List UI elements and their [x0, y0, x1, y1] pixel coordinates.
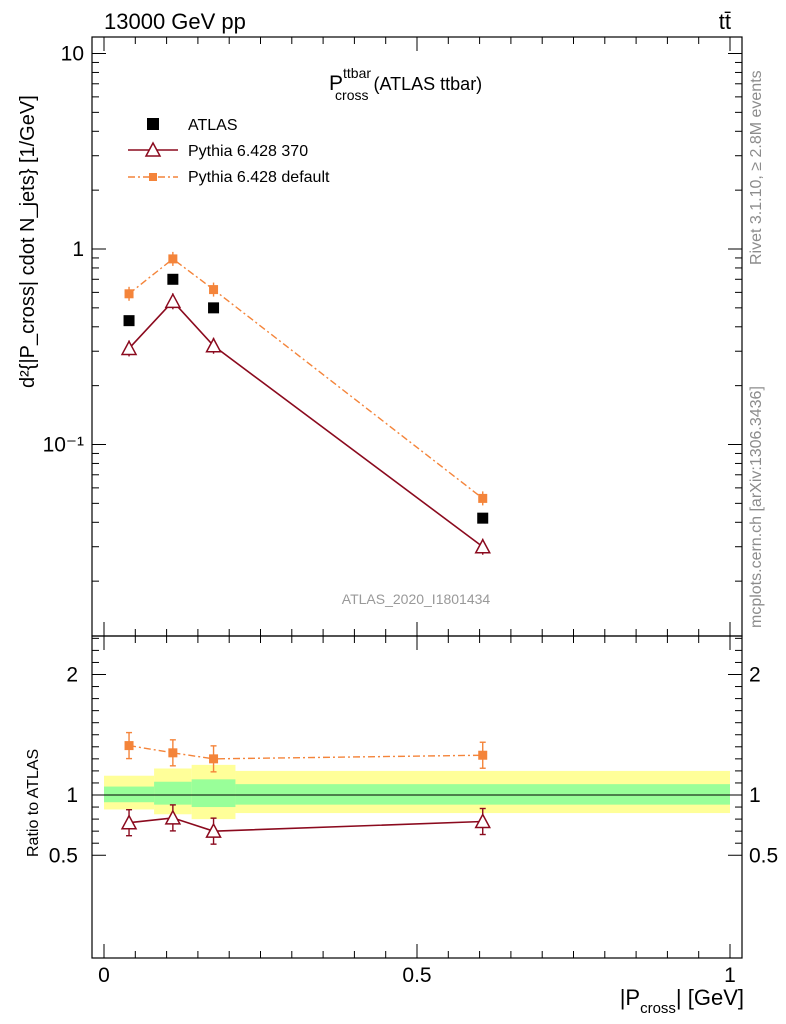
- ratio-plot-marks: [120, 731, 491, 845]
- point-pythia-default: [168, 254, 178, 264]
- x-axis-label-suffix: | [GeV]: [676, 985, 744, 1010]
- point-atlas: [477, 512, 489, 524]
- ratio-band-inner: [235, 784, 730, 805]
- plot-title-main: P: [329, 72, 343, 95]
- ratio-band-inner: [154, 781, 192, 805]
- point-pythia370: [120, 339, 138, 356]
- rivet-label: Rivet 3.1.10, ≥ 2.8M events: [748, 70, 765, 265]
- ratio-point-pythia370: [474, 812, 491, 829]
- ratio-point-pythia-default: [478, 750, 488, 760]
- plot-title-suffix: (ATLAS ttbar): [368, 74, 482, 94]
- main-y-tick-label: 1: [72, 238, 84, 261]
- x-axis-label-main: |P: [620, 985, 640, 1010]
- ratio-point-pythia370: [120, 814, 138, 830]
- ratio-y-tick-label-right: 2: [749, 664, 761, 687]
- ratio-y-tick-label-right: 1: [749, 784, 761, 807]
- ratio-line-pythia370: [128, 817, 483, 832]
- series-line-pythia370: [128, 300, 484, 548]
- ratio-y-tick-label: 1: [66, 784, 78, 807]
- ratio-point-pythia-default: [168, 748, 178, 758]
- legend-marker-atlas: [147, 118, 159, 130]
- process-label: tt̄: [719, 9, 731, 34]
- y-axis-label-ratio: Ratio to ATLAS: [25, 749, 42, 857]
- series-line-pythia-default: [128, 258, 484, 499]
- legend-label-atlas: ATLAS: [188, 117, 238, 134]
- plot-title-sub: cross: [335, 87, 368, 103]
- point-pythia-default: [478, 493, 488, 503]
- ratio-point-pythia-default: [124, 741, 134, 751]
- point-atlas: [167, 273, 179, 285]
- x-tick-label: 0: [98, 964, 110, 987]
- ratio-point-pythia-default: [209, 754, 219, 764]
- ratio-y-tick-label: 2: [66, 664, 78, 687]
- ratio-point-pythia370: [164, 809, 182, 825]
- x-tick-label: 1: [724, 964, 736, 987]
- x-axis-label: |Pcross| [GeV]: [620, 985, 744, 1017]
- analysis-label: ATLAS_2020_I1801434: [342, 591, 491, 607]
- energy-label: 13000 GeV pp: [104, 9, 246, 34]
- point-pythia-default: [124, 289, 134, 299]
- legend-marker-pythia370: [144, 141, 162, 157]
- legend: ATLAS Pythia 6.428 370 Pythia 6.428 defa…: [128, 117, 330, 186]
- ratio-line-pythia-default: [128, 744, 483, 760]
- ratio-y-tick-label-right: 0.5: [749, 844, 778, 867]
- point-atlas: [208, 302, 220, 314]
- ratio-band-inner: [104, 786, 155, 803]
- x-axis-label-sub: cross: [640, 1000, 676, 1017]
- point-pythia370: [474, 538, 491, 554]
- legend-label-pythia370: Pythia 6.428 370: [188, 143, 308, 160]
- plot-title-sup: ttbar: [343, 65, 371, 81]
- legend-label-pythia-default: Pythia 6.428 default: [188, 169, 330, 186]
- ratio-uncertainty-bands: [104, 764, 730, 820]
- point-pythia370: [205, 337, 222, 353]
- point-pythia-default: [209, 285, 219, 295]
- x-tick-label: 0.5: [402, 964, 431, 987]
- legend-marker-pythia-default: [149, 173, 157, 181]
- axes: 10⁻¹ 1 10 0 0.5 1 0.5 0.5 1 1 2 2: [43, 36, 778, 987]
- point-pythia370: [164, 292, 182, 309]
- y-axis-label-main: d²{|P_cross| cdot N_jets} [1/GeV]: [17, 95, 39, 388]
- main-plot-marks: [120, 251, 491, 555]
- ratio-y-tick-label: 0.5: [49, 844, 78, 867]
- main-y-tick-label: 10: [61, 43, 84, 66]
- ratio-point-pythia370: [205, 822, 222, 838]
- main-y-tick-label: 10⁻¹: [43, 434, 84, 457]
- point-atlas: [123, 315, 135, 327]
- plot-title: Pttbar cross (ATLAS ttbar): [329, 65, 482, 103]
- mcplots-label: mcplots.cern.ch [arXiv:1306.3436]: [748, 386, 765, 628]
- ratio-band-inner: [191, 779, 236, 808]
